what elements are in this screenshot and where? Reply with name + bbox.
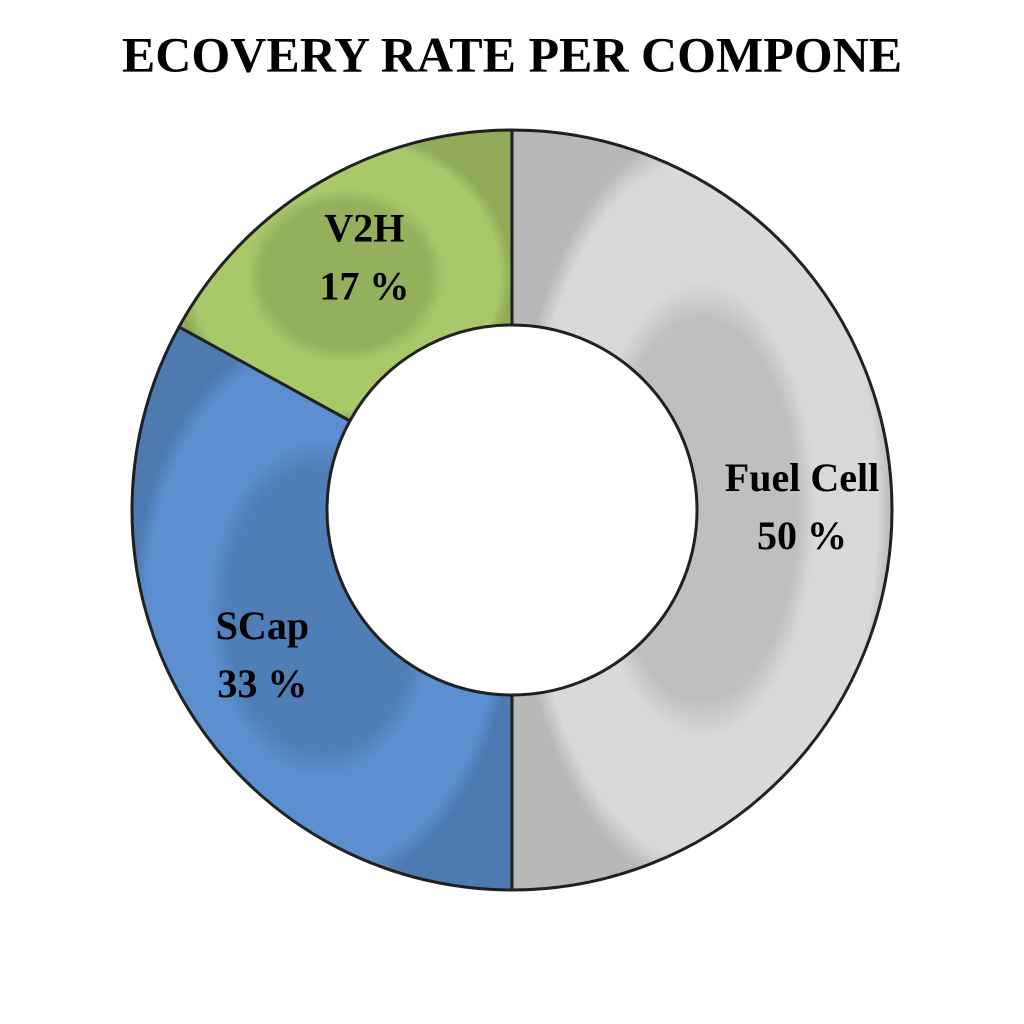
slice-shade: [512, 130, 892, 890]
slice-value-label: 50 %: [757, 513, 847, 558]
slice-label: Fuel Cell: [725, 455, 879, 500]
slice-shade: [179, 130, 512, 421]
slice-value-label: 17 %: [319, 264, 409, 309]
slice-value-label: 33 %: [217, 661, 307, 706]
slice-label: V2H: [324, 206, 404, 251]
slice-label: SCap: [216, 603, 309, 648]
slice-shade: [131, 326, 512, 890]
chart-title: ECOVERY RATE PER COMPONE: [122, 26, 902, 82]
